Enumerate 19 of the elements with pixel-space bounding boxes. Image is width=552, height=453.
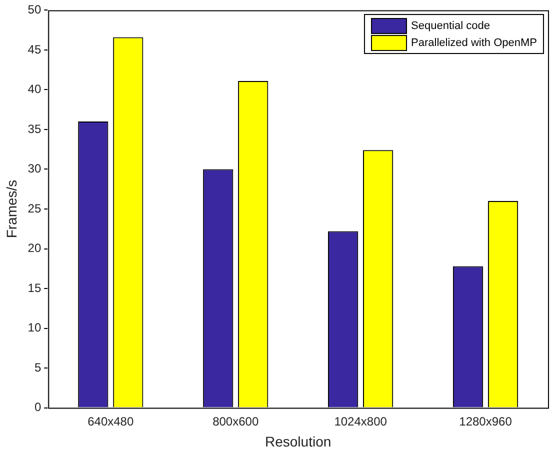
x-tick-label: 1280x960 [459, 414, 512, 428]
y-tick-label: 25 [28, 201, 42, 216]
y-tick-label: 45 [28, 42, 42, 56]
y-tick-label: 40 [28, 82, 42, 96]
y-tick-label: 20 [28, 241, 42, 256]
x-tick-label: 640x480 [88, 414, 134, 428]
y-tick-label: 50 [28, 2, 42, 17]
y-axis-title: Frames/s [3, 180, 20, 238]
y-tick-label: 0 [34, 400, 42, 414]
x-tick-label: 800x600 [212, 414, 259, 428]
x-axis-title: Resolution [264, 433, 332, 450]
legend-label: Parallelized with OpenMP [411, 36, 537, 49]
legend-label: Sequential code [411, 20, 490, 32]
y-tick-label: 30 [28, 162, 42, 176]
y-tick-label: 10 [28, 320, 42, 335]
x-tick-label: 1024x800 [334, 414, 388, 428]
y-tick-label: 15 [28, 280, 42, 295]
y-tick-label: 5 [34, 360, 42, 374]
y-tick-label: 35 [28, 122, 42, 136]
